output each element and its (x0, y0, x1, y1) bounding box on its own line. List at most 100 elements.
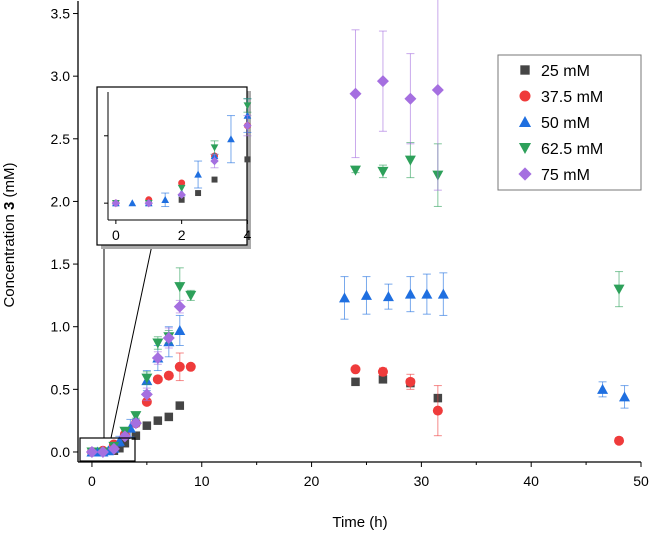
x-tick-label: 30 (414, 473, 430, 489)
legend-label: 37.5 mM (541, 89, 603, 106)
data-point (178, 196, 185, 203)
inset-x-tick-label: 2 (178, 227, 186, 243)
data-point (194, 170, 202, 178)
y-tick-label: 2.5 (51, 131, 71, 147)
data-point (376, 75, 389, 88)
data-point (162, 331, 175, 344)
data-point (153, 416, 163, 425)
data-point (349, 87, 362, 100)
data-point (432, 405, 443, 416)
data-point (128, 199, 137, 207)
data-point (243, 121, 252, 130)
legend-marker (520, 65, 530, 75)
data-point (129, 417, 142, 430)
data-point (404, 155, 416, 166)
data-point (351, 377, 360, 387)
legend: 25 mM 37.5 mM 50 mM 62.5 mM 75 mM (497, 54, 642, 191)
y-tick-label: 1.5 (51, 256, 71, 272)
data-point (120, 438, 130, 448)
data-point (174, 361, 185, 372)
data-point (161, 195, 170, 203)
x-axis-label: Time (h) (332, 514, 387, 531)
data-point (597, 383, 609, 394)
data-point (107, 442, 120, 455)
data-point (174, 282, 186, 293)
data-point (437, 288, 449, 299)
x-tick-label: 40 (523, 473, 539, 489)
data-point (174, 324, 186, 335)
data-point (141, 373, 153, 384)
inset-x-tick-label: 4 (244, 227, 252, 243)
legend-label: 50 mM (541, 115, 590, 132)
data-point (130, 411, 142, 422)
data-point (142, 421, 152, 430)
x-tick-label: 10 (194, 473, 210, 489)
legend-label: 62.5 mM (541, 141, 603, 158)
x-tick-label: 0 (88, 473, 96, 489)
x-tick-label: 50 (633, 473, 649, 489)
data-point (360, 289, 372, 300)
legend-marker (519, 90, 531, 102)
data-point (211, 176, 218, 183)
data-point (210, 156, 219, 166)
legend-marker (518, 167, 532, 181)
y-tick-label: 3.0 (51, 68, 71, 84)
connector-line (110, 244, 153, 439)
data-point (195, 190, 202, 197)
legend-marker (518, 115, 532, 127)
data-point (243, 102, 252, 110)
y-tick-label: 2.0 (51, 193, 71, 209)
data-point (614, 435, 625, 446)
data-point (377, 366, 388, 377)
data-point (382, 291, 394, 302)
data-point (185, 290, 197, 301)
y-tick-label: 3.5 (51, 6, 71, 22)
data-point (164, 412, 174, 422)
data-point (175, 401, 185, 410)
data-point (210, 144, 219, 152)
y-tick-label: 0.5 (51, 381, 71, 397)
data-point (377, 166, 389, 177)
y-axis-label: Concentration 3 (mM) (1, 162, 18, 307)
data-point (404, 92, 417, 105)
data-point (118, 430, 131, 443)
y-tick-label: 1.0 (51, 319, 71, 335)
data-point (378, 375, 388, 384)
data-point (339, 292, 351, 303)
data-point (431, 83, 444, 96)
data-point (405, 376, 416, 387)
data-point (404, 288, 416, 299)
data-point (177, 184, 186, 192)
data-point (152, 338, 164, 349)
data-point (349, 165, 361, 176)
zoom-region-box (79, 437, 136, 462)
data-point (115, 443, 124, 453)
inset-frame (96, 86, 248, 246)
data-point (613, 284, 625, 295)
inset-plot: 0 2 4 (96, 86, 252, 249)
data-point (131, 431, 141, 440)
x-tick-label: 20 (304, 473, 320, 489)
data-point (173, 300, 186, 313)
inset-x-tick-label: 0 (112, 227, 120, 243)
data-point (619, 391, 631, 402)
data-point (140, 388, 153, 401)
data-point (177, 190, 186, 199)
y-tick-label: 0.0 (51, 444, 71, 460)
data-point (85, 445, 98, 458)
data-point (227, 135, 235, 143)
data-point (151, 352, 164, 365)
data-point (144, 198, 153, 208)
legend-label: 75 mM (541, 167, 590, 184)
legend-marker (518, 143, 532, 155)
data-point (96, 445, 109, 458)
data-point (163, 370, 174, 381)
data-point (178, 179, 186, 187)
data-point (185, 361, 196, 372)
data-point (141, 396, 152, 407)
legend-label: 25 mM (541, 63, 590, 80)
main-plot: 0 10 20 30 40 500.00.51.01.52.02.53.03.5 (51, 0, 649, 489)
data-point (421, 288, 433, 299)
data-point (244, 156, 251, 163)
